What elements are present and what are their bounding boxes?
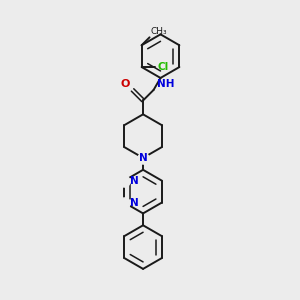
Text: N: N xyxy=(139,153,147,163)
Text: O: O xyxy=(120,79,130,89)
Text: NH: NH xyxy=(157,79,174,89)
Text: Cl: Cl xyxy=(158,62,169,72)
Text: N: N xyxy=(130,176,139,186)
Text: CH₃: CH₃ xyxy=(151,27,167,36)
Text: N: N xyxy=(130,197,139,208)
